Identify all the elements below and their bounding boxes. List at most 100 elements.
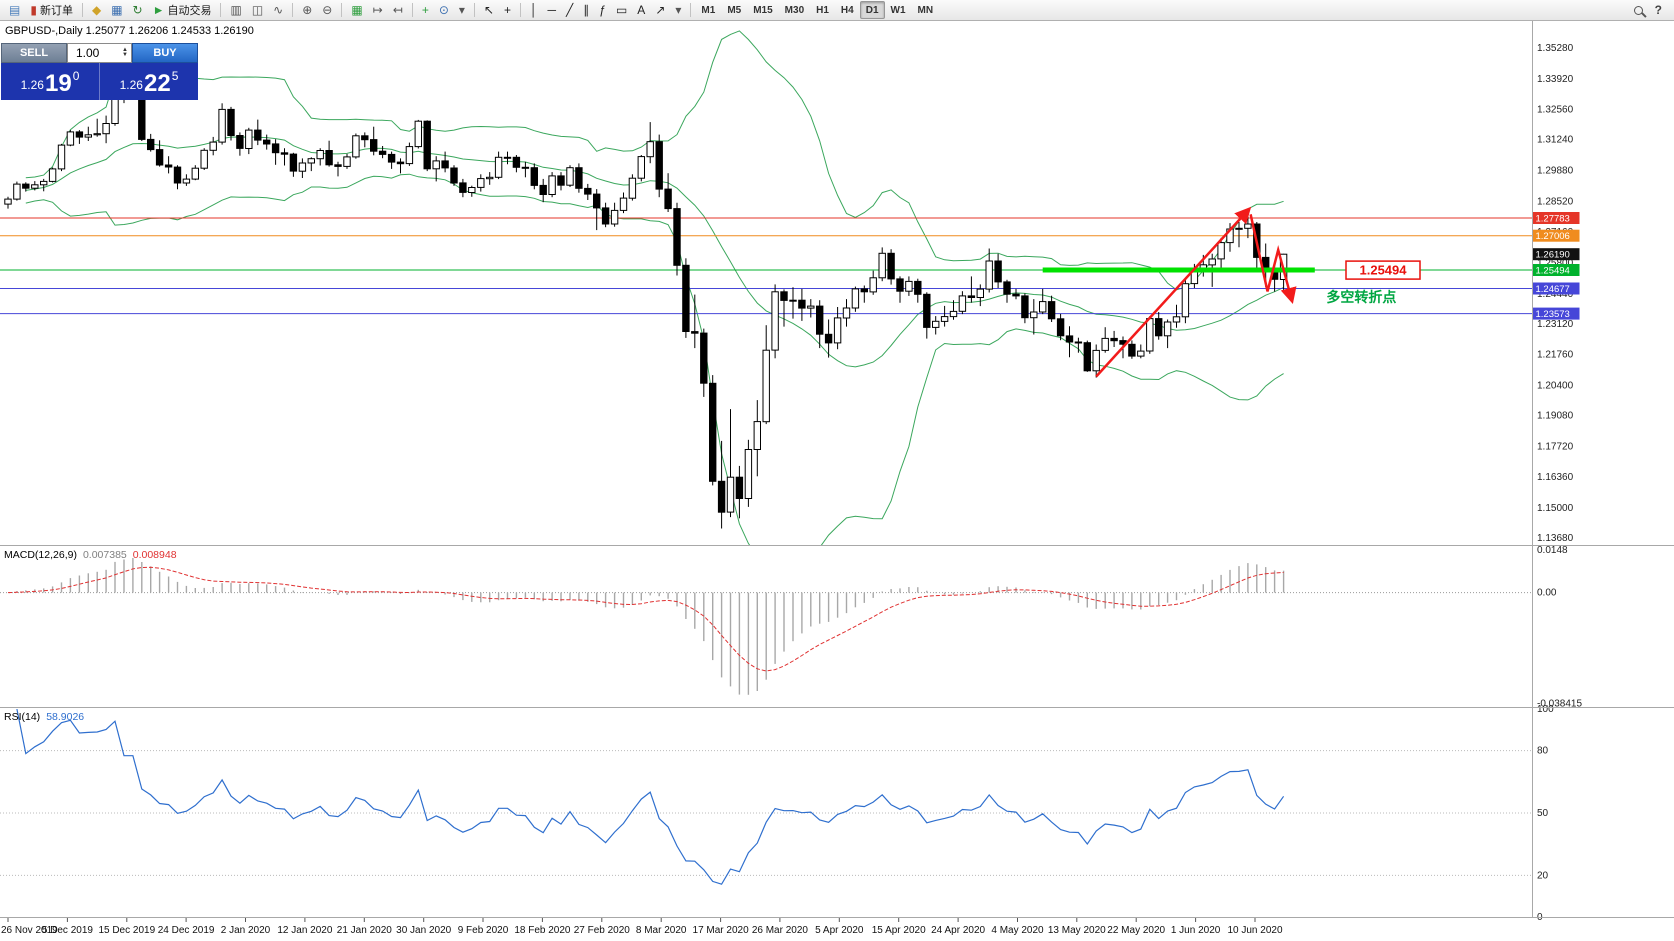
channel-button[interactable]: ∥ [578, 1, 594, 19]
timeframe-M15-button[interactable]: M15 [753, 4, 773, 16]
lot-spinner[interactable]: ▲ ▼ [122, 47, 128, 58]
chart-shift-button[interactable]: ↤ [388, 1, 408, 19]
spin-up-icon[interactable]: ▲ [122, 47, 128, 53]
candlestick-chart-button[interactable]: ◫ [247, 1, 268, 19]
vertical-line-button[interactable]: │ [525, 1, 543, 19]
templates-button[interactable]: ▾ [454, 1, 470, 19]
buy-price-pips: 22 [143, 70, 171, 97]
horizontal-line-button[interactable]: ─ [543, 1, 562, 19]
rsi-axis-label: 20 [1537, 870, 1549, 881]
sell-price-display[interactable]: 1.26 19 0 [1, 63, 99, 100]
more-tools-button[interactable]: ▾ [670, 1, 686, 19]
time-axis-label: 15 Apr 2020 [872, 925, 926, 936]
price-axis-label: 1.20400 [1537, 381, 1574, 392]
price-axis-label: 1.21760 [1537, 350, 1574, 361]
chart-canvas[interactable]: 1.25494 多空转折点 1.35280 1.33920 1.32560 1.31240… [0, 21, 1674, 941]
main-chart-area[interactable] [0, 21, 1532, 545]
sell-price-base: 1.26 [20, 78, 44, 92]
auto-scroll-button[interactable]: ↦ [368, 1, 388, 19]
time-axis-label: 27 Feb 2020 [574, 925, 631, 936]
buy-button[interactable]: BUY [132, 43, 198, 63]
autotrading-icon: ► [152, 3, 165, 17]
zoom-in-icon: ⊕ [302, 3, 313, 17]
price-axis-label: 1.31240 [1537, 135, 1574, 146]
navigator-button[interactable]: ↻ [128, 1, 148, 19]
more-tools-icon: ▾ [675, 3, 682, 17]
candles [4, 50, 1288, 529]
time-axis-label: 15 Dec 2019 [98, 925, 155, 936]
price-callout-box[interactable] [1345, 260, 1421, 280]
price-axis-label: 1.13680 [1537, 533, 1574, 544]
toolbar-separator [690, 3, 692, 17]
profiles-button[interactable]: ◆ [87, 1, 106, 19]
crosshair-icon: + [504, 3, 512, 17]
toolbar-separator [520, 3, 522, 17]
price-axis[interactable] [1533, 21, 1674, 918]
price-tag-text: 1.26190 [1536, 250, 1570, 261]
text-button[interactable]: A [632, 1, 650, 19]
price-divider [99, 63, 100, 100]
time-axis-label: 4 May 2020 [991, 925, 1044, 936]
spin-down-icon[interactable]: ▼ [122, 52, 128, 58]
time-axis-label: 18 Feb 2020 [514, 925, 571, 936]
timeframe-M1-button[interactable]: M1 [701, 4, 716, 16]
channel-icon: ∥ [583, 3, 590, 17]
timeframe-M30-button[interactable]: M30 [784, 4, 805, 16]
timeframe-D1-button[interactable]: D1 [859, 1, 885, 19]
templates-icon: ▾ [458, 3, 465, 17]
time-axis-label: 17 Mar 2020 [693, 925, 750, 936]
timeframe-H4-button[interactable]: H4 [840, 4, 854, 16]
time-axis-label: 26 Nov 2019 [1, 925, 58, 936]
autotrading-button[interactable]: ► 自动交易 [148, 1, 217, 19]
timeframe-W1-button[interactable]: W1 [890, 4, 906, 16]
toolbar-separator [81, 3, 83, 17]
trend-arrow-2[interactable] [1249, 214, 1297, 305]
new-chart-button[interactable]: ▤ [4, 1, 25, 19]
arrows-icon: ↗ [655, 3, 666, 17]
time-axis-label: 8 Mar 2020 [636, 925, 687, 936]
price-axis-label: 1.29880 [1537, 166, 1574, 177]
time-axis[interactable] [0, 918, 1674, 941]
timeframe-M5-button[interactable]: M5 [727, 4, 742, 16]
price-axis-label: 1.28520 [1537, 196, 1574, 207]
zoom-out-icon: ⊖ [322, 3, 333, 17]
trend-arrow-1[interactable] [1095, 206, 1252, 378]
trendline-button[interactable]: ╱ [561, 1, 578, 19]
arrows-button[interactable]: ↗ [650, 1, 670, 19]
cursor-button[interactable]: ↖ [479, 1, 499, 19]
price-tag-text: 1.27006 [1536, 231, 1570, 242]
indicators-button[interactable]: + [417, 1, 434, 19]
time-axis-label: 24 Apr 2020 [931, 925, 985, 936]
chart-window[interactable]: 1.25494 多空转折点 1.35280 1.33920 1.32560 1.31240… [0, 21, 1674, 941]
timeframe-H1-button[interactable]: H1 [816, 4, 829, 16]
buy-price-display[interactable]: 1.26 22 5 [100, 63, 198, 100]
tile-windows-button[interactable]: ▦ [346, 1, 367, 19]
shapes-button[interactable]: ▭ [611, 1, 632, 19]
shapes-icon: ▭ [615, 3, 628, 17]
fibonacci-button[interactable]: ƒ [594, 1, 611, 19]
lot-size-input[interactable]: 1.00 ▲ ▼ [67, 43, 132, 63]
crosshair-button[interactable]: + [499, 1, 516, 19]
rsi-axis-label: 80 [1537, 746, 1549, 757]
help-icon[interactable]: ? [1654, 3, 1662, 17]
zoom-in-button[interactable]: ⊕ [297, 1, 317, 19]
search-icon[interactable] [1633, 5, 1643, 15]
time-axis-label: 30 Jan 2020 [396, 925, 451, 936]
macd-signal-line [7, 566, 1284, 672]
rsi-plot [0, 709, 1532, 885]
tile-windows-icon: ▦ [351, 3, 363, 17]
bar-chart-button[interactable]: ▥ [225, 1, 246, 19]
market-watch-button[interactable]: ▦ [106, 1, 127, 19]
buy-price-point: 5 [171, 69, 179, 83]
timeframe-MN-button[interactable]: MN [917, 4, 934, 16]
new-order-button[interactable]: ▮ 新订单 [25, 1, 78, 19]
pivot-note-text: 多空转折点 [1326, 289, 1396, 305]
zoom-out-button[interactable]: ⊖ [317, 1, 337, 19]
price-axis-label: 1.33920 [1537, 74, 1574, 85]
vertical-line-icon: │ [530, 3, 538, 17]
periods-button[interactable]: ⊙ [434, 1, 454, 19]
price-axis-label: 1.19080 [1537, 411, 1574, 422]
new-order-icon: ▮ [30, 3, 37, 17]
line-chart-button[interactable]: ∿ [268, 1, 288, 19]
sell-button[interactable]: SELL [1, 43, 67, 63]
